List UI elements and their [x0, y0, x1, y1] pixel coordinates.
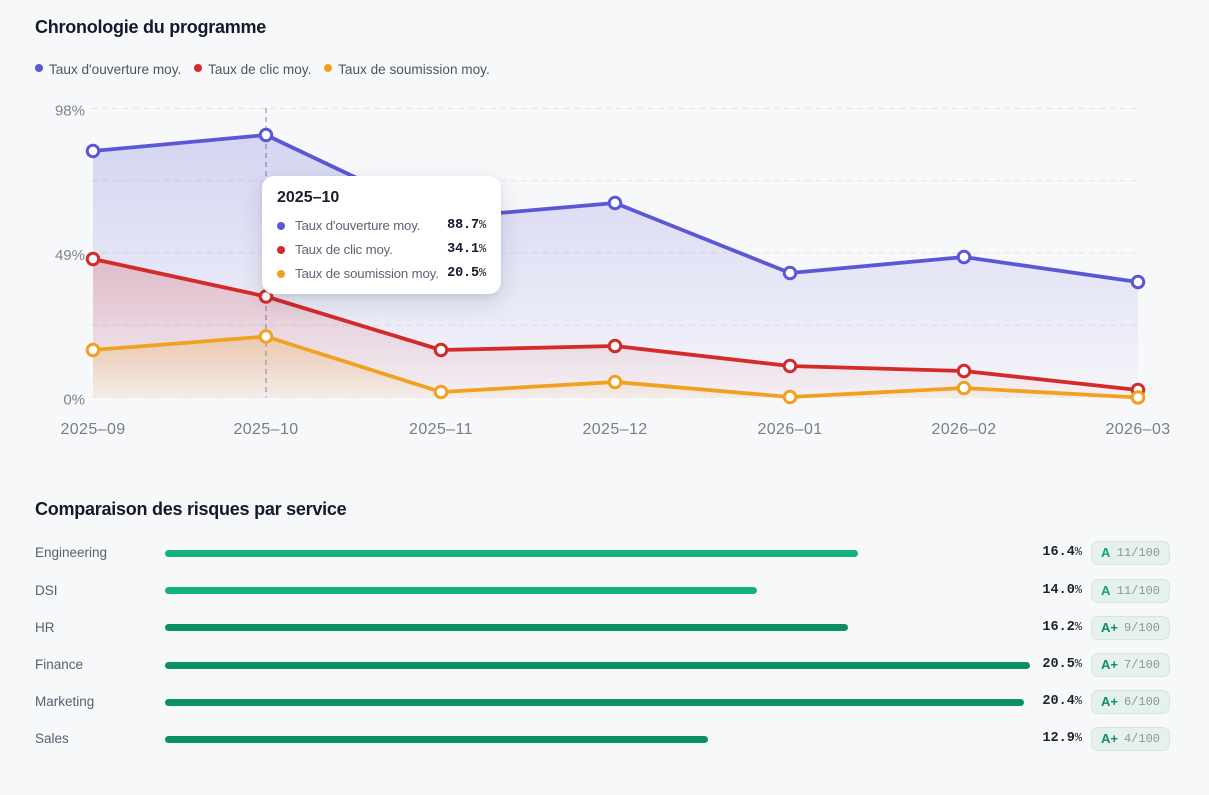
svg-text:2026–02: 2026–02 [931, 421, 996, 438]
svg-text:2025–10: 2025–10 [233, 421, 298, 438]
svg-text:2025–12: 2025–12 [582, 421, 647, 438]
svg-text:2025–09: 2025–09 [60, 421, 125, 438]
svg-text:98%: 98% [55, 102, 85, 119]
svg-text:0%: 0% [63, 391, 85, 408]
svg-text:2026–03: 2026–03 [1105, 421, 1170, 438]
svg-text:2026–01: 2026–01 [757, 421, 822, 438]
svg-text:49%: 49% [55, 247, 85, 264]
svg-text:2025–11: 2025–11 [409, 421, 473, 438]
